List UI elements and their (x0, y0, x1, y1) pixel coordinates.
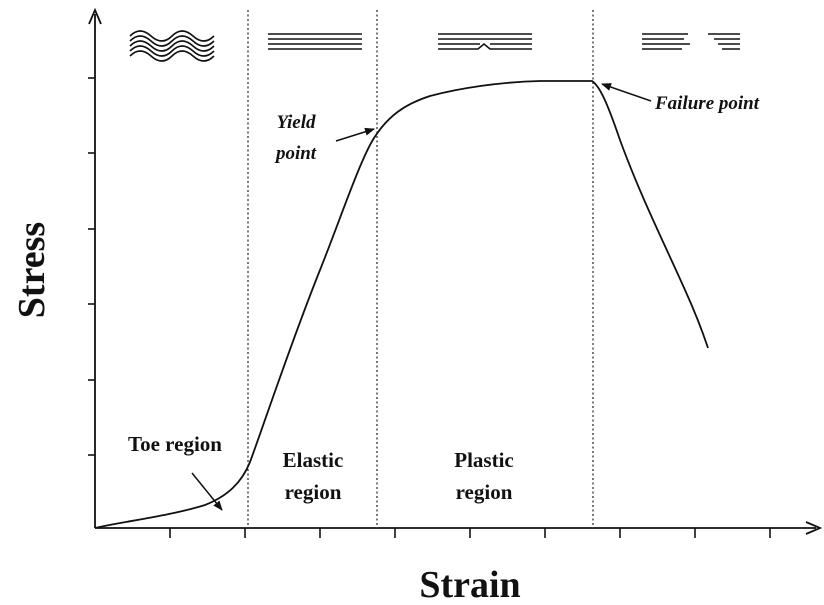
yield-arrow (335, 127, 375, 142)
y-axis-title: Stress (11, 222, 53, 318)
toe-fiber-icon (129, 30, 215, 62)
x-axis-title: Strain (419, 564, 520, 605)
y-ticks (88, 77, 95, 456)
annotation: Yield (276, 112, 316, 133)
x-ticks (169, 528, 771, 538)
region-label: region (456, 480, 513, 504)
annotation: Failure point (654, 93, 760, 114)
stress-strain-curve (94, 80, 709, 529)
region-label: Elastic (283, 448, 344, 472)
y-axis-arrow (88, 7, 102, 25)
plastic-fiber-icon (438, 33, 532, 50)
failure-arrow (601, 83, 652, 102)
elastic-fiber-icon (268, 33, 362, 50)
annotation: point (274, 143, 317, 164)
region-label: Plastic (454, 448, 513, 472)
region-label: Toe region (128, 432, 222, 456)
axes (88, 7, 823, 535)
x-axis-arrow (805, 521, 823, 535)
toe-arrow (191, 472, 223, 511)
region-label: region (285, 480, 342, 504)
failure-fiber-icon (642, 33, 740, 50)
